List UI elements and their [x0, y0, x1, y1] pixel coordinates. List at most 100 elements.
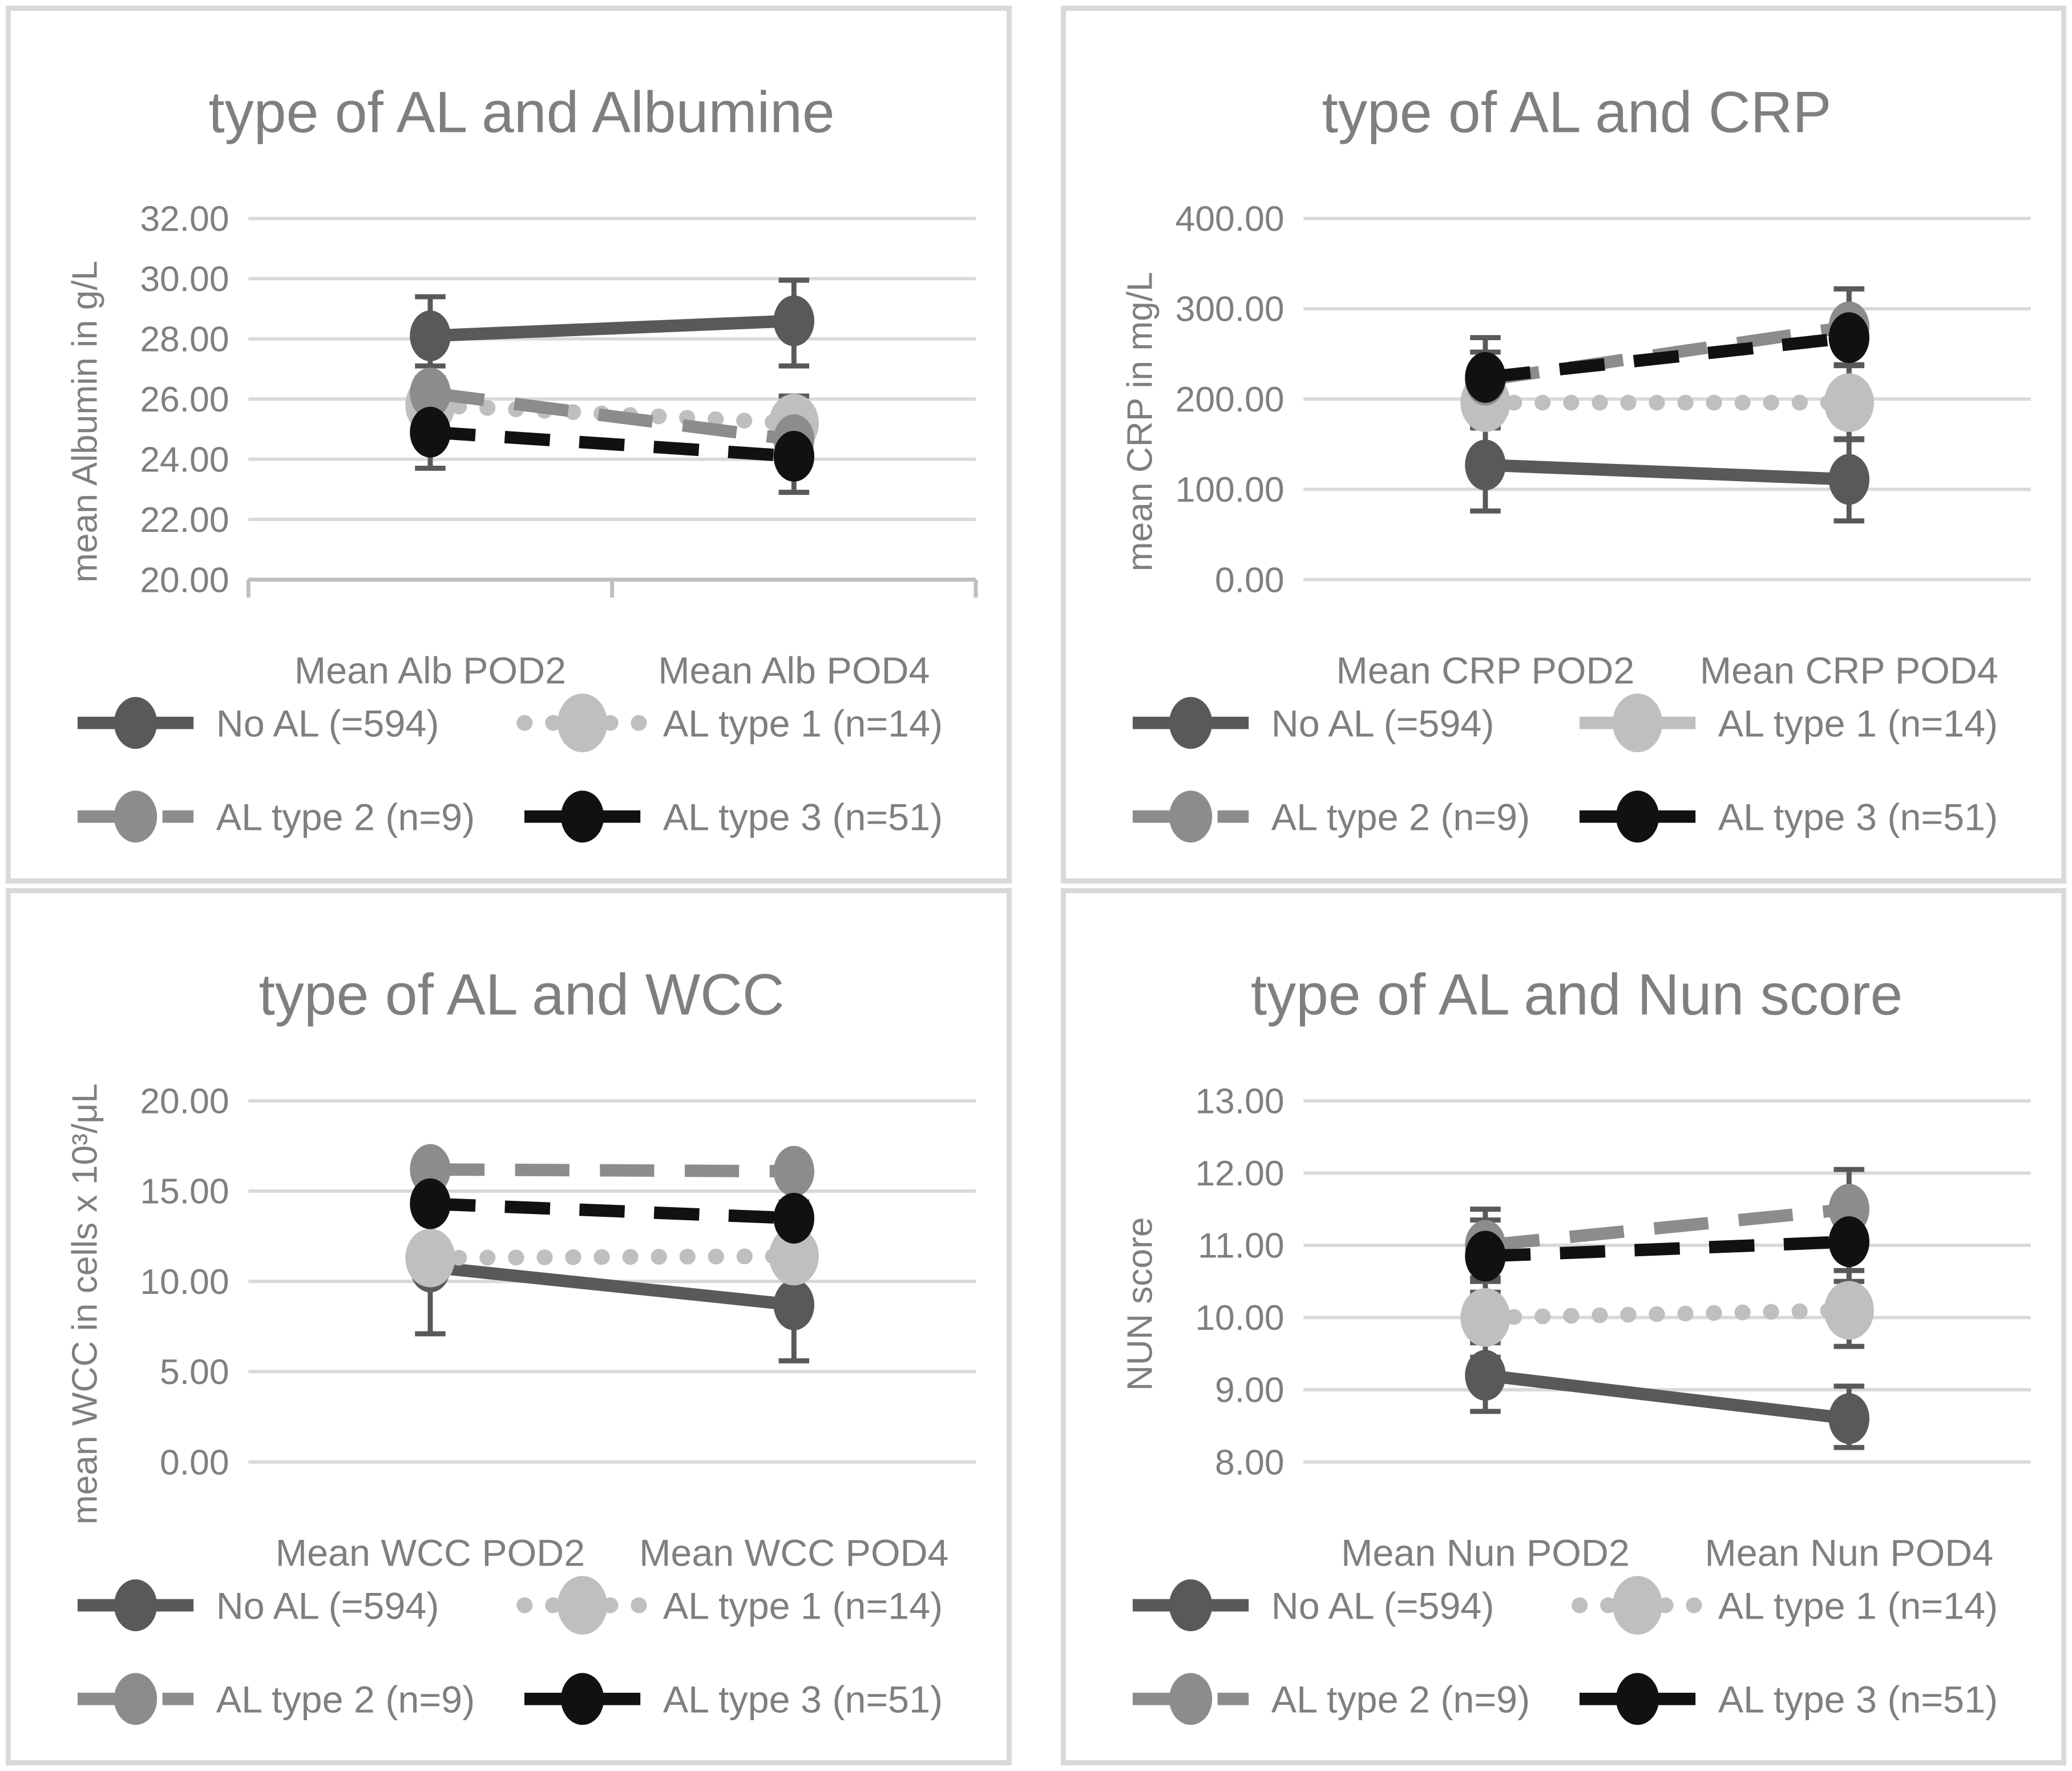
legend-marker-type2 — [114, 1672, 157, 1725]
series-marker-type3-0 — [1464, 1230, 1506, 1281]
legend-item-type3: AL type 3 (n=51) — [1579, 790, 1998, 843]
y-tick-label: 26.00 — [140, 380, 229, 419]
legend-item-type2: AL type 2 (n=9) — [77, 1672, 475, 1725]
y-tick-label: 20.00 — [140, 1082, 229, 1121]
y-tick-label: 9.00 — [1215, 1370, 1285, 1410]
series-marker-type3-1 — [773, 1192, 814, 1244]
series-line-type1 — [422, 1248, 802, 1266]
y-tick-label: 22.00 — [140, 501, 229, 540]
legend-label-no_al: No AL (=594) — [216, 1585, 439, 1627]
legend-label-type2: AL type 2 (n=9) — [1271, 797, 1529, 839]
series-marker-type3-0 — [410, 1178, 451, 1229]
legend-label-type3: AL type 3 (n=51) — [663, 1679, 943, 1721]
legend-marker-type3 — [560, 1672, 604, 1725]
y-tick-label: 300.00 — [1175, 290, 1284, 329]
legend-marker-no_al — [1169, 1579, 1212, 1631]
y-axis-title: mean Albumin in g/L — [66, 261, 105, 583]
series-line-type2 — [1484, 1203, 1849, 1252]
legend-marker-type1 — [557, 1575, 608, 1635]
chart-panel-albumine: type of AL and Albumine 20.00 22.00 24.00 26… — [6, 6, 1012, 884]
legend-label-type3: AL type 3 (n=51) — [663, 797, 943, 839]
series-marker-type1-0 — [405, 1228, 455, 1287]
legend-label-no_al: No AL (=594) — [1271, 1585, 1494, 1627]
series-marker-type3-1 — [773, 430, 814, 482]
legend-item-type3: AL type 3 (n=51) — [524, 790, 943, 843]
series-marker-no_al-0 — [1464, 439, 1506, 491]
legend-item-no_al: No AL (=594) — [77, 697, 439, 749]
y-tick-label: 24.00 — [140, 440, 229, 479]
y-tick-label: 32.00 — [140, 200, 229, 239]
legend-label-type2: AL type 2 (n=9) — [1271, 1679, 1529, 1721]
y-tick-label: 0.00 — [160, 1443, 229, 1482]
x-category-label: Mean Alb POD2 — [294, 650, 566, 692]
series-marker-type3-0 — [410, 406, 451, 458]
series-line-type3 — [1485, 1235, 1849, 1262]
y-tick-label: 10.00 — [140, 1262, 229, 1301]
legend-label-type1: AL type 1 (n=14) — [1718, 703, 1997, 745]
series-marker-no_al-1 — [1828, 1393, 1869, 1444]
legend-item-type1: AL type 1 (n=14) — [516, 1575, 943, 1635]
chart-title: type of AL and WCC — [259, 962, 784, 1027]
legend-item-type2: AL type 2 (n=9) — [77, 790, 475, 843]
y-axis-title: mean WCC in cells x 10³/μL — [66, 1083, 105, 1524]
series-marker-type3-0 — [1464, 352, 1506, 403]
y-tick-label: 11.00 — [1197, 1226, 1284, 1265]
legend-marker-type2 — [114, 790, 157, 843]
legend-marker-type3 — [560, 790, 604, 843]
y-tick-label: 30.00 — [140, 260, 229, 299]
legend-item-type2: AL type 2 (n=9) — [1132, 1672, 1530, 1725]
series-line-type3 — [430, 1197, 794, 1224]
legend-item-type2: AL type 2 (n=9) — [1132, 790, 1530, 843]
legend-item-type1: AL type 1 (n=14) — [1579, 693, 1998, 753]
legend-marker-type1 — [1612, 693, 1662, 753]
legend-label-type1: AL type 1 (n=14) — [663, 703, 943, 745]
series-marker-type3-1 — [1828, 312, 1869, 364]
series-line-no_al — [429, 1260, 795, 1311]
legend-item-type3: AL type 3 (n=51) — [1579, 1672, 1998, 1725]
y-tick-label: 20.00 — [140, 560, 229, 600]
chart-title: type of AL and Nun score — [1250, 962, 1903, 1027]
series-marker-type3-1 — [1828, 1216, 1869, 1267]
series-line-type3 — [1484, 331, 1849, 384]
chart-panel-crp: type of AL and CRP 0.00 100.00 200.00 300.00… — [1060, 6, 2066, 884]
y-tick-label: 5.00 — [160, 1353, 229, 1392]
legend-label-type1: AL type 1 (n=14) — [1718, 1585, 1997, 1627]
y-tick-label: 10.00 — [1195, 1298, 1284, 1338]
x-category-label: Mean CRP POD4 — [1699, 650, 1998, 692]
y-tick-label: 0.00 — [1215, 560, 1285, 600]
series-line-type2 — [429, 386, 795, 446]
legend-marker-type3 — [1615, 1672, 1659, 1725]
series-marker-no_al-1 — [773, 295, 814, 346]
y-tick-label: 400.00 — [1175, 200, 1284, 239]
chart-panel-wcc: type of AL and WCC 0.00 5.00 10.00 15.00 20.0… — [6, 887, 1012, 1765]
legend-label-type2: AL type 2 (n=9) — [216, 797, 475, 839]
series-line-type1 — [1477, 1302, 1857, 1325]
x-category-label: Mean Nun POD4 — [1705, 1532, 1993, 1574]
series-line-type2 — [430, 1163, 794, 1177]
legend-label-no_al: No AL (=594) — [1271, 703, 1494, 745]
series-line-no_al — [1485, 458, 1849, 486]
legend-item-type1: AL type 1 (n=14) — [516, 693, 943, 753]
series-marker-no_al-1 — [773, 1279, 814, 1330]
x-category-label: Mean Nun POD2 — [1341, 1532, 1630, 1574]
legend-item-type1: AL type 1 (n=14) — [1571, 1575, 1998, 1635]
legend-item-no_al: No AL (=594) — [77, 1579, 439, 1631]
x-category-label: Mean CRP POD2 — [1336, 650, 1634, 692]
y-tick-label: 12.00 — [1195, 1154, 1284, 1193]
legend-item-type3: AL type 3 (n=51) — [524, 1672, 943, 1725]
legend-marker-no_al — [114, 1579, 157, 1631]
chart-albumine: type of AL and Albumine 20.00 22.00 24.00 26… — [66, 80, 978, 843]
y-tick-label: 100.00 — [1175, 470, 1284, 510]
chart-title: type of AL and CRP — [1322, 80, 1831, 145]
chart-title: type of AL and Albumine — [208, 80, 834, 145]
chart-wcc: type of AL and WCC 0.00 5.00 10.00 15.00 20.0… — [66, 962, 976, 1725]
x-category-label: Mean Alb POD4 — [658, 650, 930, 692]
legend-label-type1: AL type 1 (n=14) — [663, 1585, 943, 1627]
legend-label-type3: AL type 3 (n=51) — [1718, 1679, 1997, 1721]
series-marker-type1-1 — [1824, 1280, 1874, 1340]
series-marker-type1-1 — [769, 1226, 819, 1285]
series-line-no_al — [430, 314, 794, 342]
x-category-label: Mean WCC POD2 — [276, 1532, 585, 1574]
y-tick-label: 28.00 — [140, 320, 229, 360]
